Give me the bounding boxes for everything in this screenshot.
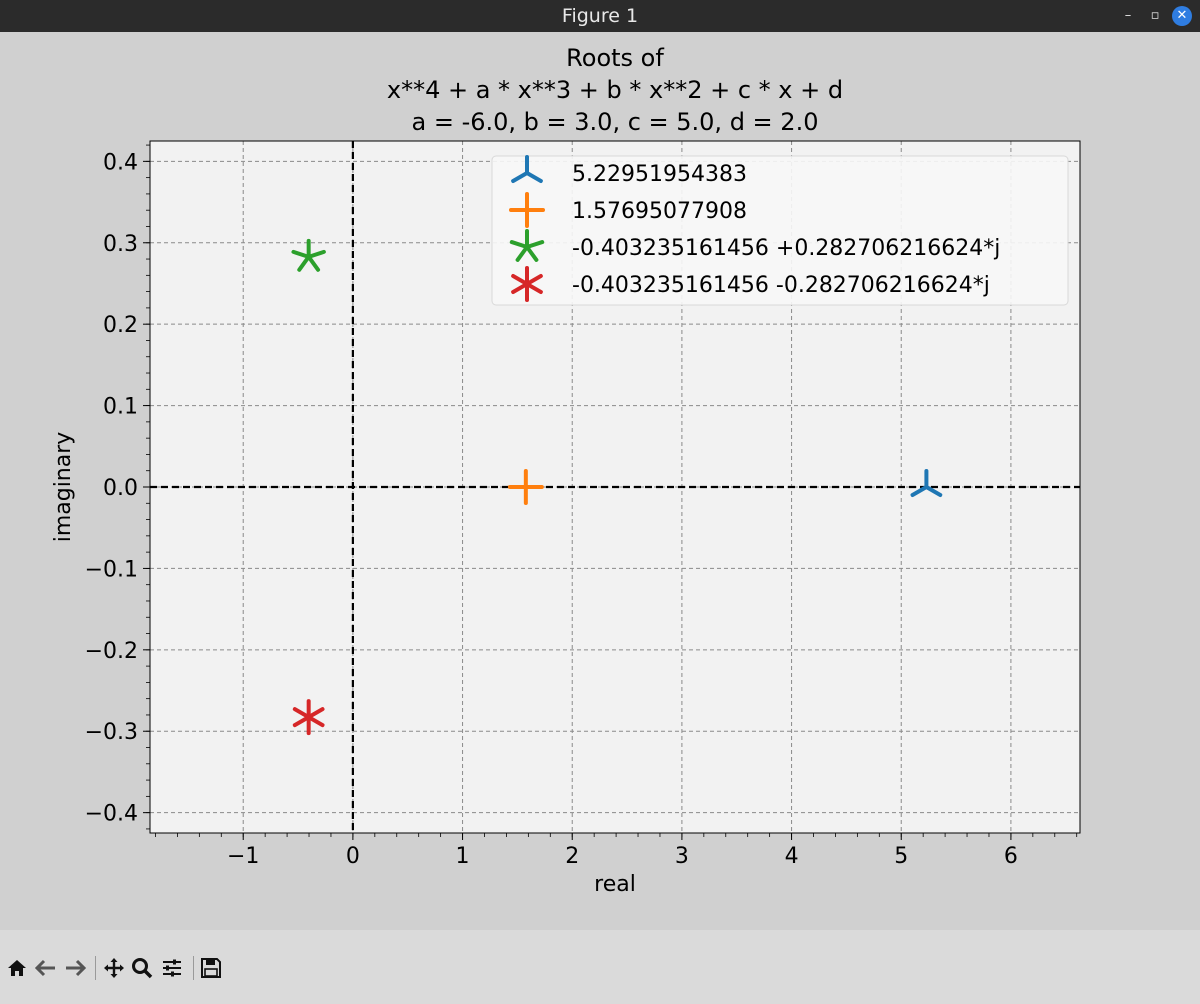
chart-title-line: a = -6.0, b = 3.0, c = 5.0, d = 2.0 xyxy=(412,108,819,136)
x-axis-label: real xyxy=(594,872,636,897)
y-tick-label: −0.2 xyxy=(85,639,138,664)
y-tick-label: 0.0 xyxy=(103,476,138,501)
x-tick-label: 1 xyxy=(456,844,470,869)
x-tick-label: 0 xyxy=(346,844,360,869)
y-tick-label: −0.3 xyxy=(85,720,138,745)
home-icon xyxy=(8,960,26,976)
minimize-button[interactable]: – xyxy=(1124,8,1132,23)
zoom-icon xyxy=(132,958,153,979)
data-point-1 xyxy=(910,469,943,497)
y-axis-label: imaginary xyxy=(51,432,76,543)
legend-marker-1 xyxy=(511,155,543,183)
save-button[interactable] xyxy=(199,956,223,980)
window-title: Figure 1 xyxy=(561,5,639,27)
save-icon xyxy=(201,958,221,978)
navigation-toolbar xyxy=(0,930,1200,1004)
y-tick-label: 0.3 xyxy=(103,232,138,257)
x-tick-label: 3 xyxy=(675,844,689,869)
x-tick-label: 4 xyxy=(785,844,799,869)
legend-entry-label: 1.57695077908 xyxy=(572,199,747,224)
home-button[interactable] xyxy=(5,956,29,980)
x-tick-label: 5 xyxy=(894,844,908,869)
chart-title-line: x**4 + a * x**3 + b * x**2 + c * x + d xyxy=(387,76,843,104)
toolbar-separator xyxy=(95,956,96,980)
data-point-4 xyxy=(292,699,325,736)
configure-subplots-button[interactable] xyxy=(160,956,184,980)
configure-subplots-icon xyxy=(163,959,181,977)
data-point-2 xyxy=(507,469,544,505)
pan-icon xyxy=(104,958,124,978)
legend-entry-label: -0.403235161456 +0.282706216624*j xyxy=(572,236,1000,261)
legend-entry-label: 5.22951954383 xyxy=(572,162,747,187)
maximize-button[interactable]: ▫ xyxy=(1150,8,1160,23)
y-tick-label: −0.1 xyxy=(85,557,138,582)
x-tick-label: 2 xyxy=(565,844,579,869)
forward-button[interactable] xyxy=(63,956,87,980)
legend-marker-2 xyxy=(509,192,545,228)
back-button[interactable] xyxy=(34,956,58,980)
y-tick-label: −0.4 xyxy=(85,802,138,827)
y-tick-label: 0.1 xyxy=(103,395,138,420)
zoom-button[interactable] xyxy=(130,956,154,980)
legend-marker-3 xyxy=(509,229,545,262)
x-tick-label: −1 xyxy=(227,844,259,869)
data-point-3 xyxy=(291,238,326,272)
figure-canvas[interactable]: −1 0 1 2 3 4 5 6 0.4 0.3 0.2 0.1 0.0 −0.1 −0.2 −0.3 −0.4… xyxy=(0,32,1200,930)
chart-title-line: Roots of xyxy=(566,44,664,72)
legend-entry-label: -0.403235161456 -0.282706216624*j xyxy=(572,273,990,298)
toolbar-separator xyxy=(193,956,194,980)
pan-button[interactable] xyxy=(102,956,126,980)
x-tick-label: 6 xyxy=(1004,844,1018,869)
legend-box xyxy=(491,155,1069,306)
close-button[interactable]: ✕ xyxy=(1172,6,1192,26)
roots-chart: −1 0 1 2 3 4 5 6 0.4 0.3 0.2 0.1 0.0 −0.1 −0.2 −0.3 −0.4… xyxy=(51,44,1081,897)
back-icon xyxy=(34,959,55,977)
legend-marker-4 xyxy=(511,266,543,302)
window-titlebar: Figure 1 – ▫ ✕ xyxy=(0,0,1200,32)
y-tick-label: 0.2 xyxy=(103,313,138,338)
forward-icon xyxy=(66,959,87,977)
y-tick-label: 0.4 xyxy=(103,150,138,175)
